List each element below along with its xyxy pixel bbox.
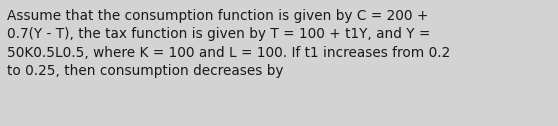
Text: Assume that the consumption function is given by C = 200 +
0.7(Y - T), the tax f: Assume that the consumption function is …: [7, 9, 450, 78]
